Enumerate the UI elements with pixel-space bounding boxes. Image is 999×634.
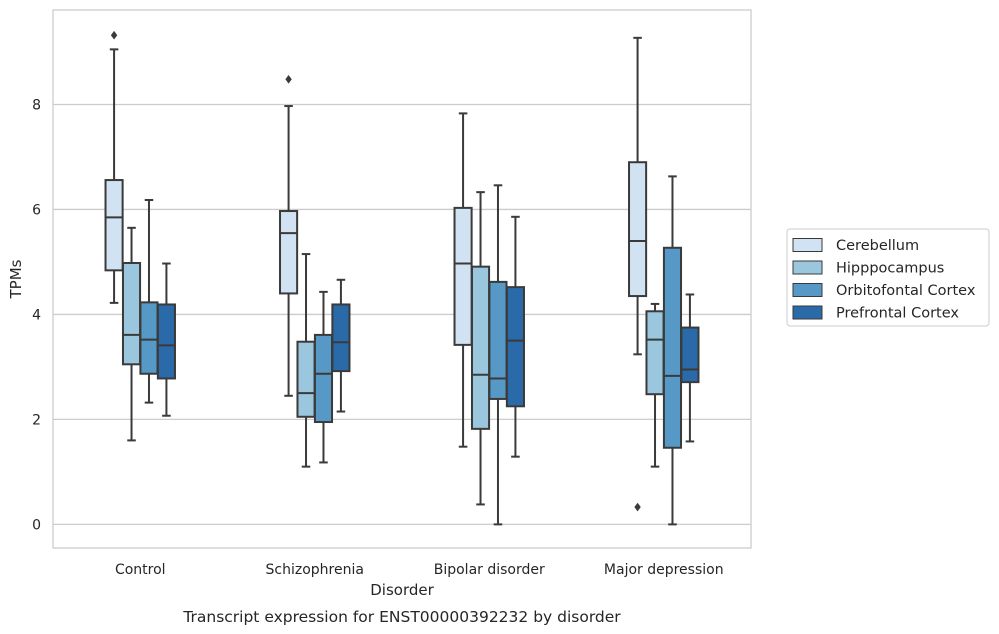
box-body xyxy=(156,303,176,380)
x-tick-label: Control xyxy=(115,562,166,578)
legend-frame xyxy=(786,228,990,327)
legend-label: Hipppocampus xyxy=(836,261,944,277)
legend-swatch xyxy=(792,260,823,275)
box-body xyxy=(313,333,334,424)
x-tick-label: Schizophrenia xyxy=(266,562,364,578)
box-plot xyxy=(505,215,525,458)
chart-caption: Transcript expression for ENST0000039223… xyxy=(182,608,621,626)
y-axis-label: TPMs xyxy=(7,259,25,299)
box-plot xyxy=(279,74,299,397)
box-body xyxy=(662,246,683,449)
box-body xyxy=(680,326,700,384)
legend-label: Prefrontal Cortex xyxy=(836,306,959,322)
box-body xyxy=(645,310,665,396)
plot-frame xyxy=(52,9,752,549)
box-plot xyxy=(139,199,159,404)
box-body xyxy=(331,303,351,373)
legend: Cerebellum Hipppocampus Orbitofontal Corte… xyxy=(786,228,990,327)
box-plot xyxy=(488,184,508,526)
box-plot xyxy=(331,278,351,413)
box-body xyxy=(121,261,142,366)
legend-swatch xyxy=(792,283,823,297)
outlier-point xyxy=(285,74,292,84)
box-body xyxy=(488,280,508,400)
y-tick-label: 8 xyxy=(32,97,41,113)
outlier-point xyxy=(634,502,641,512)
box-plot xyxy=(156,262,176,417)
box-body xyxy=(139,301,159,375)
box-plot xyxy=(628,36,648,512)
box-plot xyxy=(470,191,491,506)
box-body xyxy=(470,265,491,430)
x-tick-label: Bipolar disorder xyxy=(434,562,545,578)
box-plot xyxy=(680,293,700,443)
legend-label: Orbitofontal Cortex xyxy=(836,283,976,299)
box-body xyxy=(505,286,525,408)
box-body xyxy=(279,210,299,295)
x-axis-label: Disorder xyxy=(370,581,434,599)
box-body xyxy=(104,179,124,272)
outlier-point xyxy=(110,30,118,40)
legend-label: Cerebellum xyxy=(836,238,919,254)
box-body xyxy=(296,340,316,418)
x-tick-labels: Control Schizophrenia Bipolar disorder Majo… xyxy=(115,562,724,578)
x-tick-label: Major depression xyxy=(604,562,724,578)
y-tick-labels: 0 2 4 6 8 xyxy=(32,97,41,533)
y-tick-label: 6 xyxy=(32,202,41,218)
box-plot xyxy=(104,30,124,304)
box-body xyxy=(628,161,648,298)
box-plot xyxy=(121,226,142,442)
legend-swatch xyxy=(792,238,823,252)
box-plot xyxy=(313,290,334,464)
y-tick-label: 0 xyxy=(32,517,41,533)
box-body xyxy=(453,206,473,346)
legend-swatch xyxy=(792,305,823,320)
box-plots xyxy=(104,30,700,526)
y-tick-label: 4 xyxy=(32,307,41,323)
y-tick-label: 2 xyxy=(32,412,41,428)
